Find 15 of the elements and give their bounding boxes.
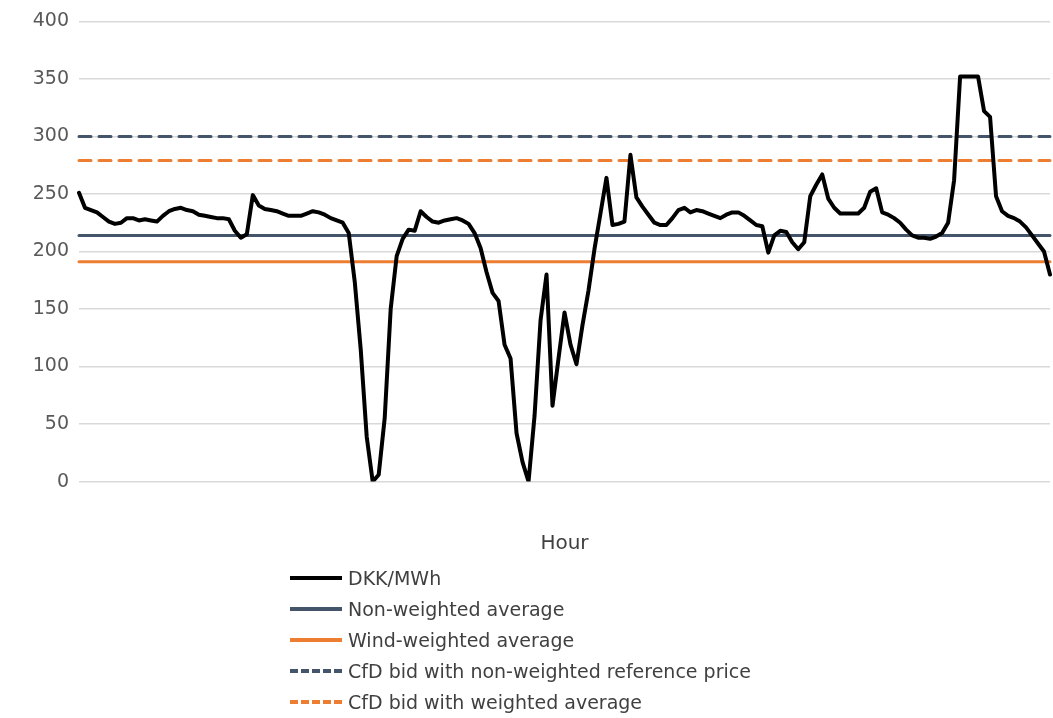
legend-label: CfD bid with weighted average (348, 690, 643, 713)
y-tick-label: 150 (32, 295, 69, 318)
y-tick-label: 100 (32, 353, 69, 376)
y-tick-label: 50 (44, 411, 69, 434)
legend-label: Non-weighted average (348, 597, 565, 620)
y-tick-label: 0 (56, 468, 69, 491)
legend-label: CfD bid with non-weighted reference price (348, 659, 751, 682)
y-tick-label: 300 (32, 123, 69, 146)
x-axis-title: Hour (540, 530, 590, 555)
legend-label: DKK/MWh (348, 566, 442, 589)
y-tick-label: 350 (32, 65, 69, 88)
y-tick-label: 250 (32, 180, 69, 203)
y-tick-label: 400 (32, 8, 69, 31)
legend-label: Wind-weighted average (348, 628, 575, 651)
y-tick-label: 200 (32, 238, 69, 261)
